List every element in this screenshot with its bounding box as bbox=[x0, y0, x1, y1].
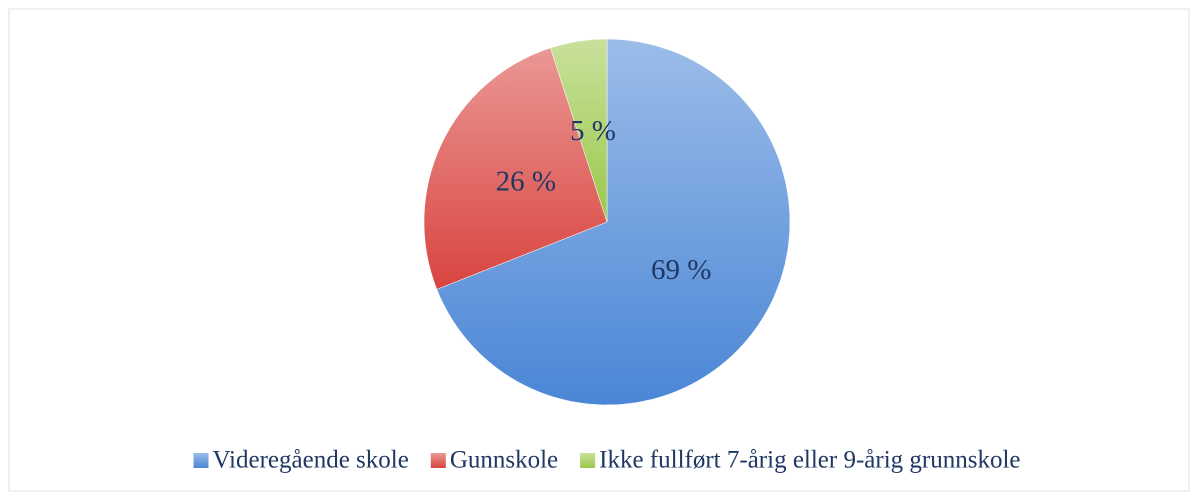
pie-slice bbox=[550, 38, 608, 223]
pie-slice bbox=[436, 38, 791, 406]
legend-label: Ikke fullført 7-årig eller 9-årig grunns… bbox=[599, 447, 1020, 474]
data-label: 26 % bbox=[496, 165, 556, 197]
data-label: 5 % bbox=[570, 115, 616, 147]
legend-label: Gunnskole bbox=[450, 447, 558, 474]
legend-label: Videregående skole bbox=[212, 447, 408, 474]
legend-swatch bbox=[430, 453, 446, 468]
legend-swatch bbox=[193, 453, 209, 468]
pie-slice bbox=[423, 47, 608, 290]
legend-swatch bbox=[580, 453, 596, 468]
data-label: 69 % bbox=[651, 254, 711, 286]
